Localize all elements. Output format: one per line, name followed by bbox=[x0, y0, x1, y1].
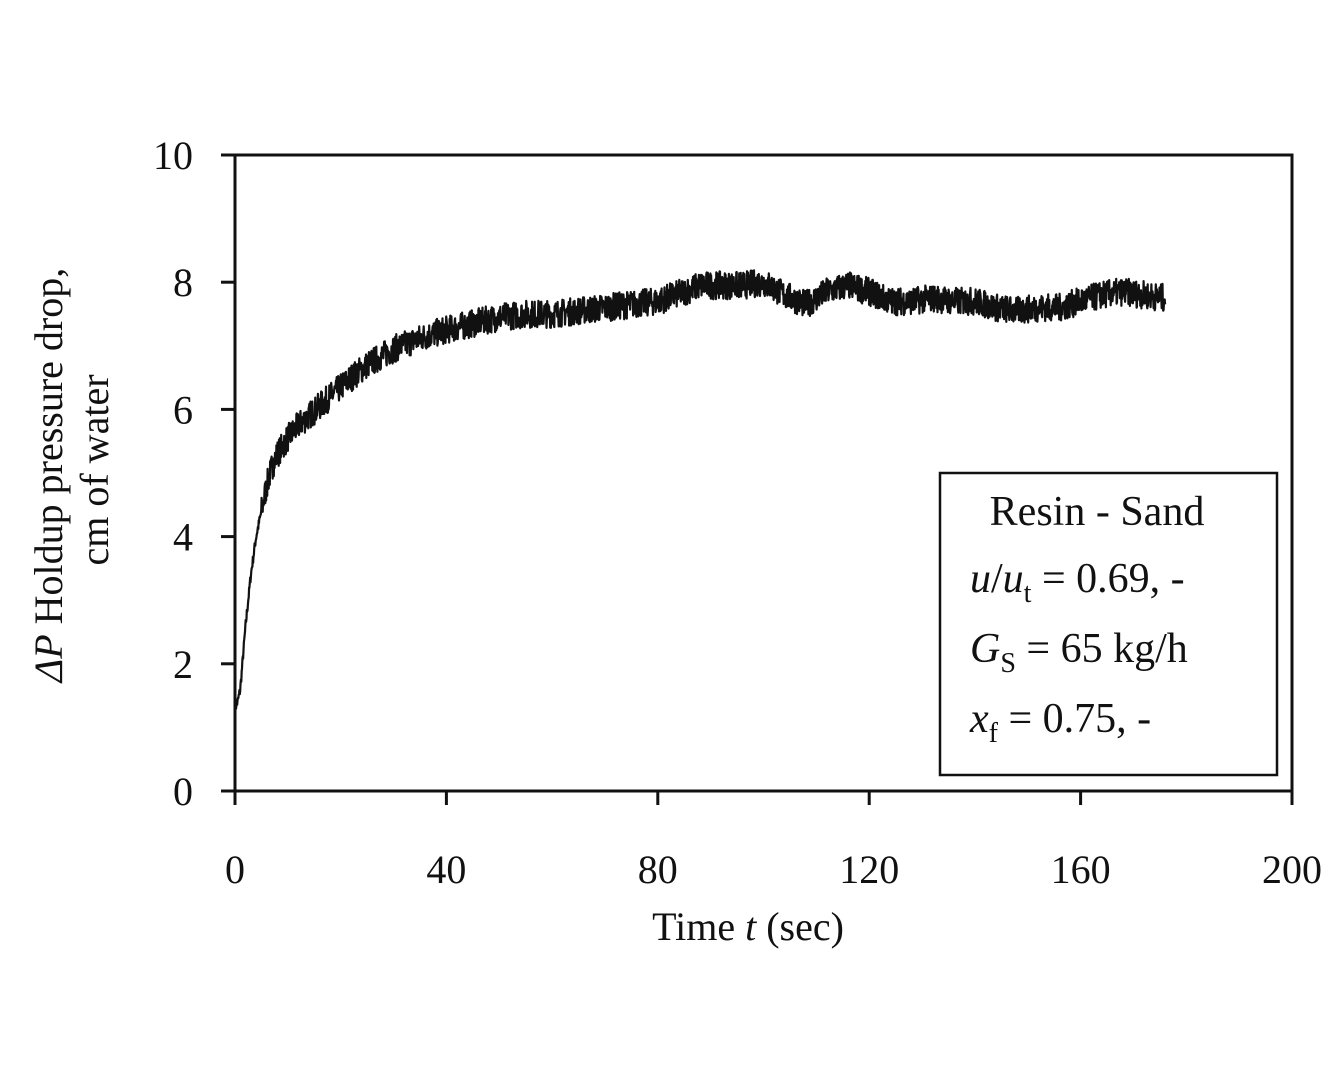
y-tick-label: 6 bbox=[173, 387, 193, 432]
legend-line3: GS = 65 kg/h bbox=[970, 626, 1188, 679]
x-tick-label: 200 bbox=[1262, 847, 1322, 892]
x-tick-label: 160 bbox=[1051, 847, 1111, 892]
x-ticks: 0 40 80 120 160 200 bbox=[225, 791, 1322, 892]
legend-line1: Resin - Sand bbox=[990, 489, 1205, 535]
y-tick-label: 4 bbox=[173, 515, 193, 560]
plot-frame bbox=[233, 153, 1294, 793]
legend-line2: u/ut = 0.69, - bbox=[970, 556, 1185, 609]
series-line bbox=[233, 269, 1167, 714]
x-axis-title: Time t (sec) bbox=[652, 904, 844, 949]
legend-line4: xf = 0.75, - bbox=[969, 696, 1151, 749]
x-tick-label: 0 bbox=[225, 847, 245, 892]
y-ticks: 0 2 4 6 8 10 bbox=[153, 133, 235, 814]
x-tick-label: 120 bbox=[839, 847, 899, 892]
y-axis-title-line2: cm of water bbox=[72, 374, 117, 565]
y-axis-title-line1: ΔP Holdup pressure drop, bbox=[26, 268, 71, 685]
y-tick-label: 10 bbox=[153, 133, 193, 178]
y-tick-label: 0 bbox=[173, 769, 193, 814]
y-tick-label: 2 bbox=[173, 642, 193, 687]
legend: Resin - Sand u/ut = 0.69, - GS = 65 kg/h… bbox=[938, 471, 1279, 777]
x-tick-label: 80 bbox=[638, 847, 678, 892]
x-tick-label: 40 bbox=[426, 847, 466, 892]
legend-box bbox=[938, 471, 1279, 777]
y-tick-label: 8 bbox=[173, 260, 193, 305]
